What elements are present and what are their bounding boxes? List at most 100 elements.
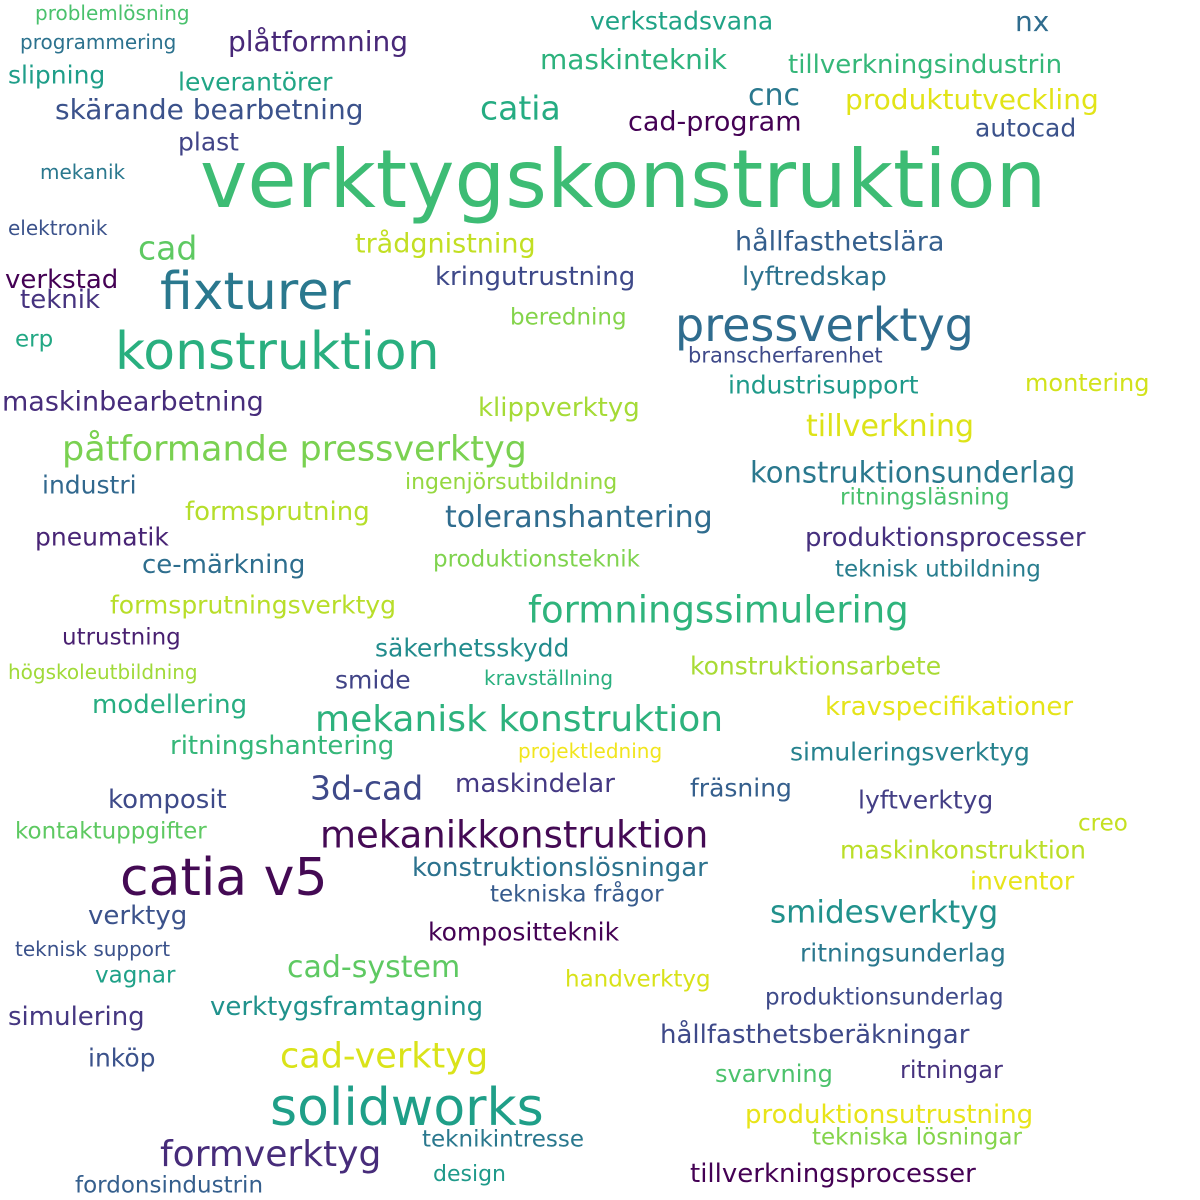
word-tekniska-losningar: tekniska lösningar: [812, 1124, 1022, 1151]
word-vagnar: vagnar: [95, 962, 176, 989]
word-utrustning: utrustning: [62, 624, 181, 651]
word-verktyg: verktyg: [88, 901, 188, 931]
word-hogskoleutbildning: högskoleutbildning: [8, 660, 198, 684]
word-tradgnistning: trådgnistning: [355, 228, 536, 260]
word-produktutveckling: produktutveckling: [845, 83, 1099, 116]
word-maskinteknik: maskinteknik: [540, 43, 727, 76]
word-projektledning: projektledning: [518, 739, 663, 763]
word-creo: creo: [1078, 810, 1128, 837]
word-komposit: komposit: [108, 785, 227, 815]
word-design: design: [433, 1162, 506, 1187]
word-modellering: modellering: [92, 690, 248, 720]
word-industrisupport: industrisupport: [728, 370, 919, 400]
word-cad-system: cad-system: [287, 950, 461, 985]
word-konstruktionsarbete: konstruktionsarbete: [690, 651, 942, 681]
word-lyftverktyg: lyftverktyg: [858, 785, 994, 815]
word-produktionsteknik: produktionsteknik: [433, 546, 640, 573]
word-tillverkning: tillverkning: [806, 409, 975, 444]
word-inventor: inventor: [970, 866, 1075, 896]
word-klippverktyg: klippverktyg: [478, 393, 640, 423]
word-kringutrustning: kringutrustning: [435, 262, 636, 292]
word-erp: erp: [15, 326, 54, 353]
word-teknikintresse: teknikintresse: [422, 1126, 584, 1153]
word-tillverkningsprocesser: tillverkningsprocesser: [690, 1159, 976, 1189]
word-programmering: programmering: [20, 30, 177, 54]
word-handverktyg: handverktyg: [565, 966, 711, 993]
word-konstruktionslosningar: konstruktionslösningar: [412, 853, 708, 883]
word-fordonsindustrin: fordonsindustrin: [75, 1172, 264, 1199]
word-formsprutning: formsprutning: [185, 497, 370, 527]
word-cad-verktyg: cad-verktyg: [280, 1036, 489, 1077]
word-industri: industri: [42, 470, 137, 500]
word-simuleringsverktyg: simuleringsverktyg: [790, 737, 1030, 767]
word-produktionsutrustning: produktionsutrustning: [745, 1100, 1034, 1130]
word-sakerhetsskydd: säkerhetsskydd: [375, 633, 570, 663]
word-platformning: plåtformning: [228, 25, 409, 58]
word-solidworks: solidworks: [270, 1078, 544, 1138]
word-produktionsprocesser: produktionsprocesser: [805, 523, 1086, 553]
word-formsprutningsverktyg: formsprutningsverktyg: [110, 590, 397, 620]
word-tillverkningsindustrin: tillverkningsindustrin: [788, 50, 1063, 80]
word-3d-cad: 3d-cad: [310, 768, 424, 808]
word-mekanik: mekanik: [40, 160, 126, 184]
word-branscherfarenhet: branscherfarenhet: [688, 343, 883, 368]
word-autocad: autocad: [975, 113, 1077, 143]
word-smide: smide: [335, 665, 411, 695]
word-formverktyg: formverktyg: [160, 1134, 382, 1175]
word-smidesverktyg: smidesverktyg: [770, 894, 999, 931]
word-formningssimulering: formningssimulering: [528, 588, 909, 632]
word-catia-v5: catia v5: [120, 848, 328, 908]
word-ingenjorsutbildning: ingenjörsutbildning: [405, 470, 618, 495]
word-konstruktionsunderlag: konstruktionsunderlag: [750, 455, 1076, 490]
word-nx: nx: [1015, 5, 1050, 38]
word-maskindelar: maskindelar: [455, 769, 615, 799]
word-hallfasthetsberakningar: hållfasthetsberäkningar: [660, 1020, 970, 1050]
word-ritningshantering: ritningshantering: [170, 731, 395, 761]
word-slipning: slipning: [8, 60, 106, 90]
word-cnc: cnc: [748, 78, 801, 113]
word-simulering: simulering: [8, 1002, 145, 1032]
word-kravstallning: kravställning: [484, 666, 614, 690]
word-mekanikkonstruktion: mekanikkonstruktion: [320, 813, 709, 857]
word-leverantorer: leverantörer: [178, 67, 333, 97]
word-frasning: fräsning: [690, 773, 792, 803]
word-maskinbearbetning: maskinbearbetning: [2, 386, 264, 418]
word-kravspecifikationer: kravspecifikationer: [825, 692, 1074, 722]
word-toleranshantering: toleranshantering: [445, 500, 713, 535]
word-problemlosning: problemlösning: [35, 1, 190, 25]
word-tekniska-fragor: tekniska frågor: [490, 881, 664, 908]
word-cad: cad: [138, 228, 198, 268]
word-ritningsunderlag: ritningsunderlag: [800, 938, 1006, 968]
word-teknisk-utbildning: teknisk utbildning: [835, 556, 1041, 583]
word-ritningslasning: ritningsläsning: [840, 484, 1010, 511]
word-cad-program: cad-program: [628, 106, 802, 138]
word-plast: plast: [178, 127, 239, 157]
word-patformande-pressverktyg: påtformande pressverktyg: [62, 429, 527, 470]
word-montering: montering: [1025, 369, 1150, 397]
word-lyftredskap: lyftredskap: [742, 262, 887, 292]
word-hallfasthetslara: hållfasthetslära: [735, 226, 945, 258]
word-verktygskonstruktion: verktygskonstruktion: [200, 133, 1047, 226]
word-kompositteknik: kompositteknik: [428, 917, 620, 947]
word-elektronik: elektronik: [8, 216, 108, 240]
word-catia: catia: [480, 88, 561, 128]
word-pressverktyg: pressverktyg: [675, 298, 974, 352]
word-verkstad: verkstad: [5, 265, 119, 295]
word-konstruktion: konstruktion: [115, 322, 440, 382]
word-inkop: inköp: [88, 1043, 156, 1073]
word-svarvning: svarvning: [715, 1060, 833, 1088]
word-ce-markning: ce-märkning: [142, 550, 306, 580]
word-teknisk-support: teknisk support: [15, 937, 171, 961]
word-beredning: beredning: [510, 304, 627, 331]
word-maskinkonstruktion: maskinkonstruktion: [840, 835, 1087, 865]
word-teknik: teknik: [20, 285, 101, 315]
word-verktygsframtagning: verktygsframtagning: [210, 992, 484, 1022]
word-kontaktuppgifter: kontaktuppgifter: [15, 818, 207, 845]
word-skarande-bearbetning: skärande bearbetning: [55, 93, 364, 126]
word-verkstadsvana: verkstadsvana: [590, 6, 774, 36]
word-produktionsunderlag: produktionsunderlag: [765, 984, 1004, 1011]
word-mekanisk-konstruktion: mekanisk konstruktion: [315, 699, 724, 740]
word-fixturer: fixturer: [160, 262, 351, 322]
word-ritningar: ritningar: [900, 1056, 1003, 1084]
